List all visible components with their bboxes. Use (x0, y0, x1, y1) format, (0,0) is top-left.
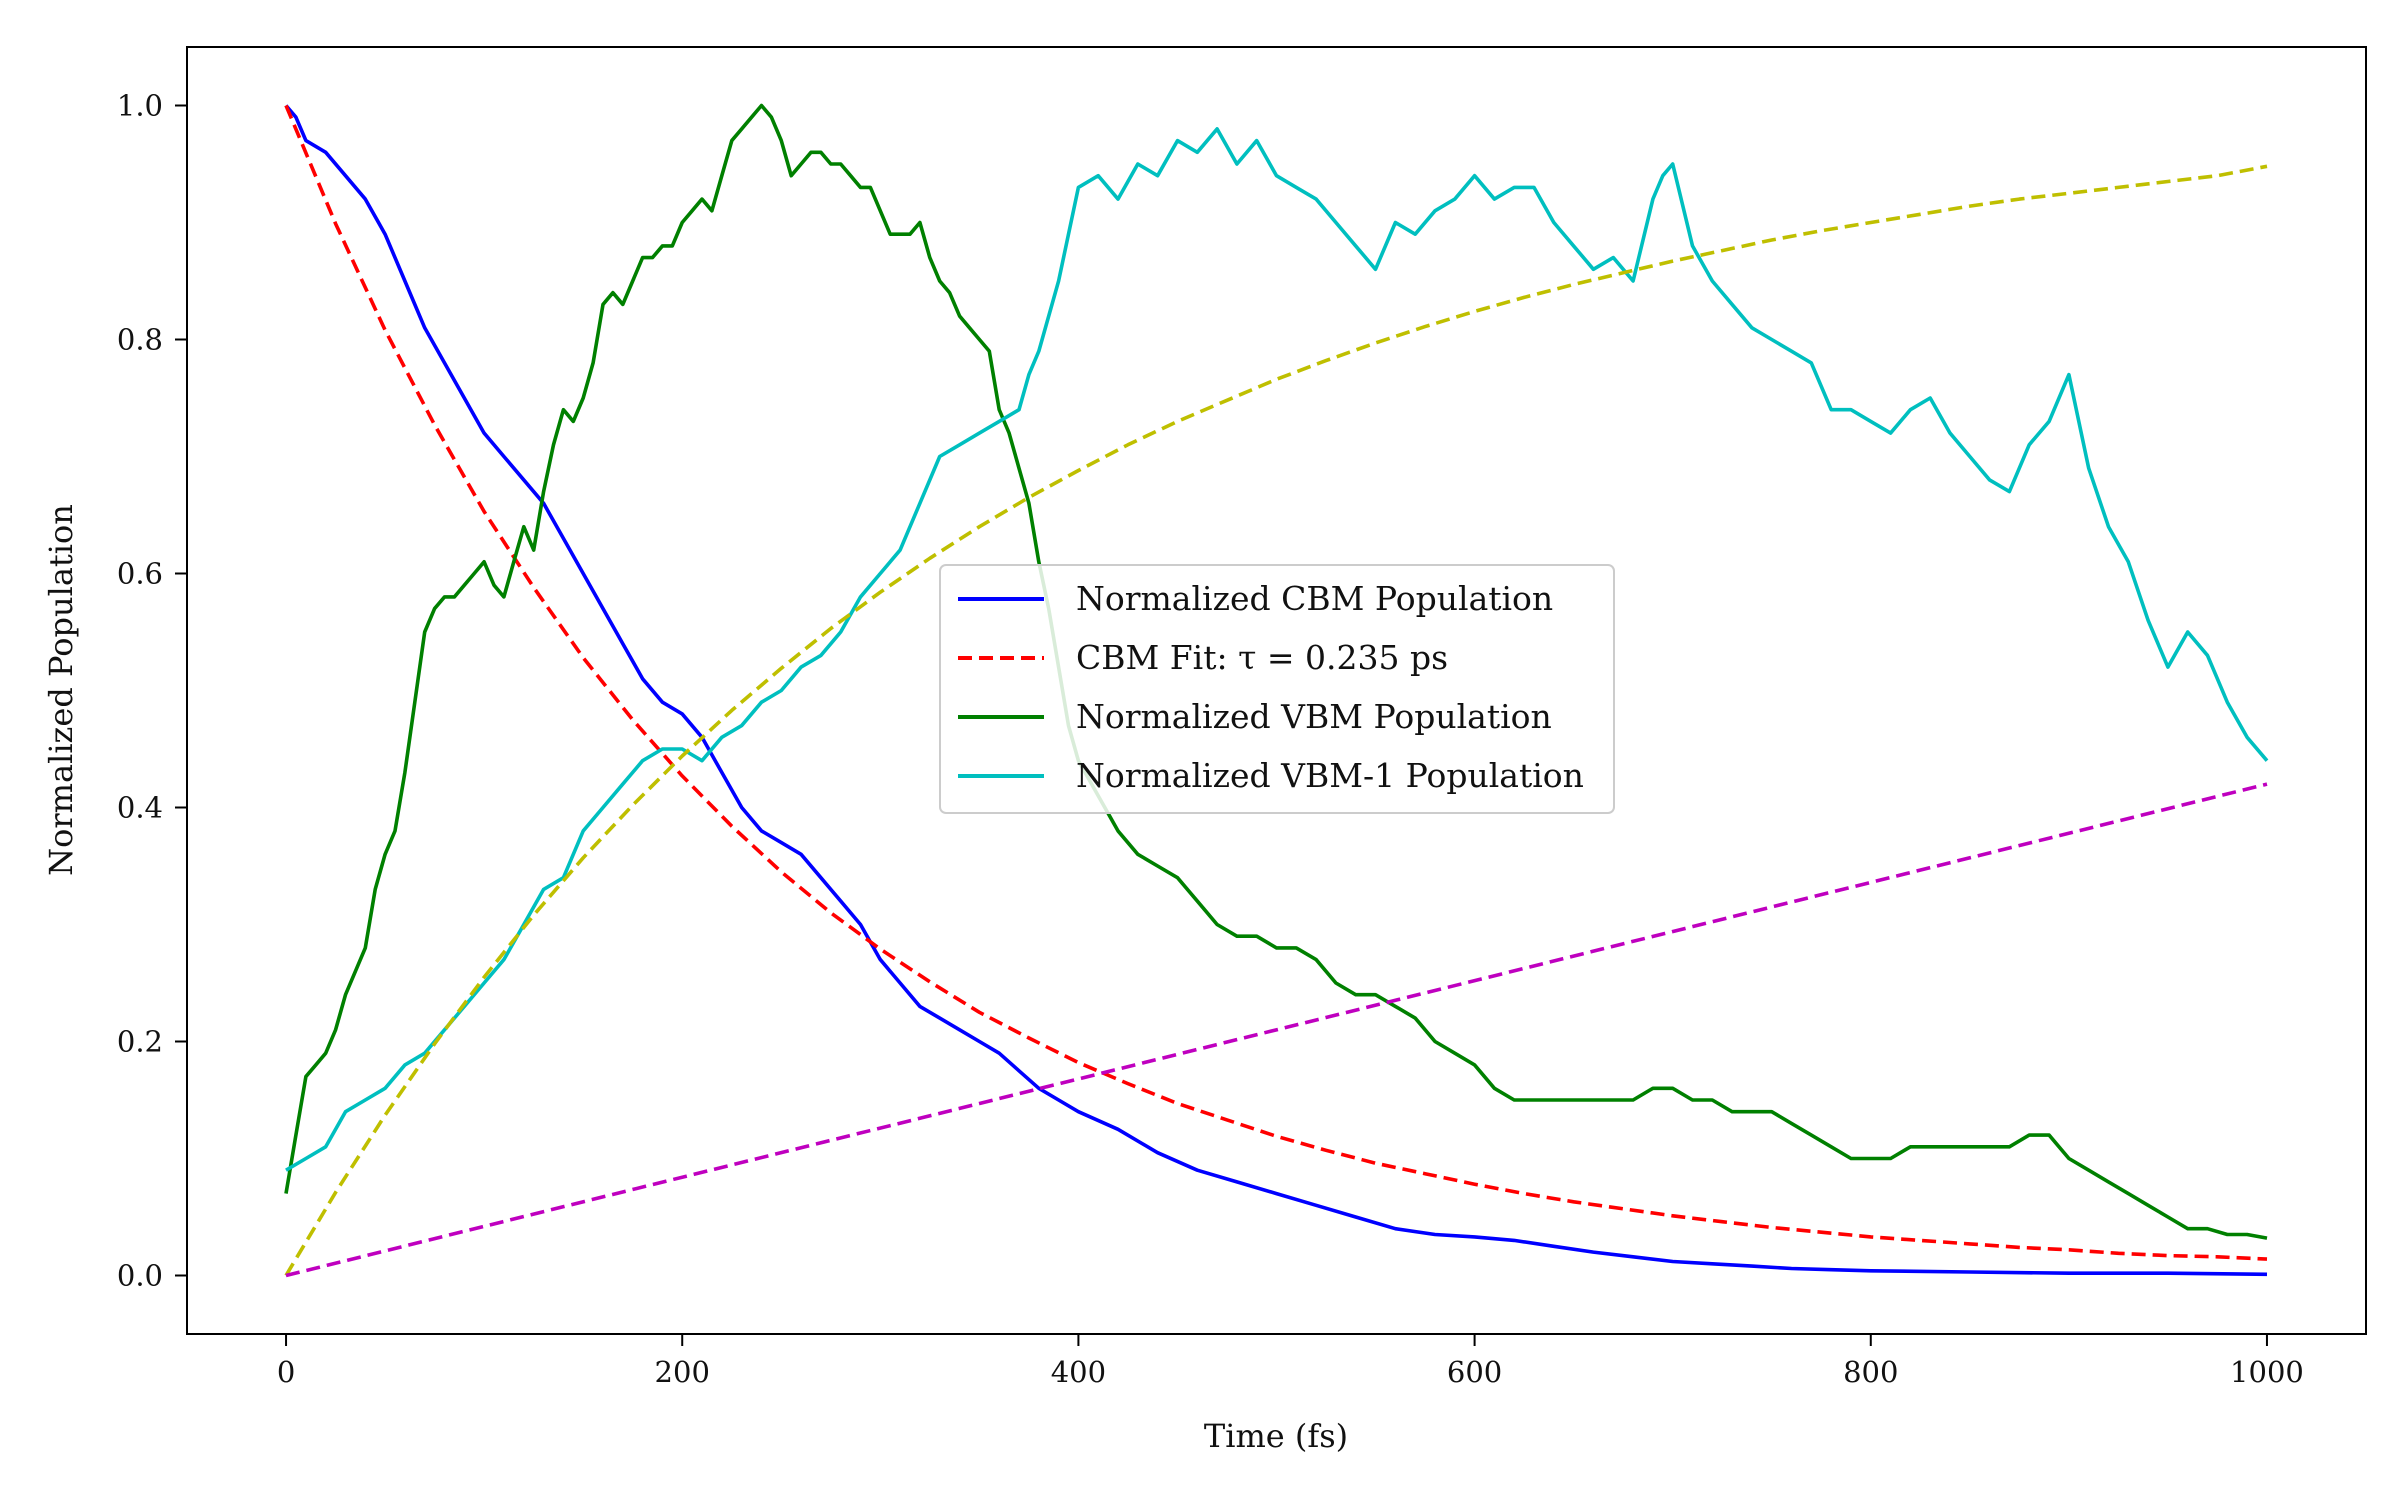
y-tick-label: 1.0 (117, 89, 163, 123)
legend: Normalized CBM Population CBM Fit: τ = 0… (939, 564, 1615, 814)
series-line-unlabeled-4 (284, 164, 2268, 1277)
y-tick-label: 0.2 (117, 1025, 163, 1059)
legend-handles (958, 597, 1044, 778)
y-tick-label: 0.8 (117, 323, 163, 357)
series-line-cbm-fit-0-235-ps (284, 104, 2268, 1261)
x-axis-label: Time (fs) (1204, 1417, 1348, 1455)
series-line-normalized-vbm-population (284, 103, 2268, 1240)
series-line-normalized-vbm-1-population (285, 127, 2269, 1172)
series-line-unlabeled-5 (285, 782, 2268, 1278)
legend-label-cbm-fit: CBM Fit: τ = 0.235 ps (1076, 638, 1448, 677)
x-tick-label: 1000 (2230, 1355, 2304, 1389)
x-tick-label: 200 (655, 1355, 710, 1389)
plot-frame (186, 46, 2367, 1335)
x-tick-label: 0 (277, 1355, 295, 1389)
y-axis-label: Normalized Population (42, 504, 80, 876)
x-tick-label: 400 (1051, 1355, 1106, 1389)
legend-box (939, 564, 1615, 814)
y-tick-label: 0.6 (117, 557, 163, 591)
y-tick-label: 0.0 (117, 1259, 163, 1293)
series-line-normalized-cbm-population (284, 104, 2268, 1277)
x-axis: 0 200 400 600 800 1000 (277, 1334, 2304, 1389)
x-tick-label: 800 (1843, 1355, 1898, 1389)
y-axis: 0.0 0.2 0.4 0.6 0.8 1.0 (117, 89, 187, 1293)
series-layer (284, 103, 2269, 1278)
y-tick-label: 0.4 (117, 791, 163, 825)
legend-label-vbm-1: Normalized VBM-1 Population (1076, 756, 1584, 795)
legend-label-vbm: Normalized VBM Population (1076, 697, 1552, 736)
x-tick-label: 600 (1447, 1355, 1502, 1389)
legend-label-cbm: Normalized CBM Population (1076, 579, 1553, 618)
